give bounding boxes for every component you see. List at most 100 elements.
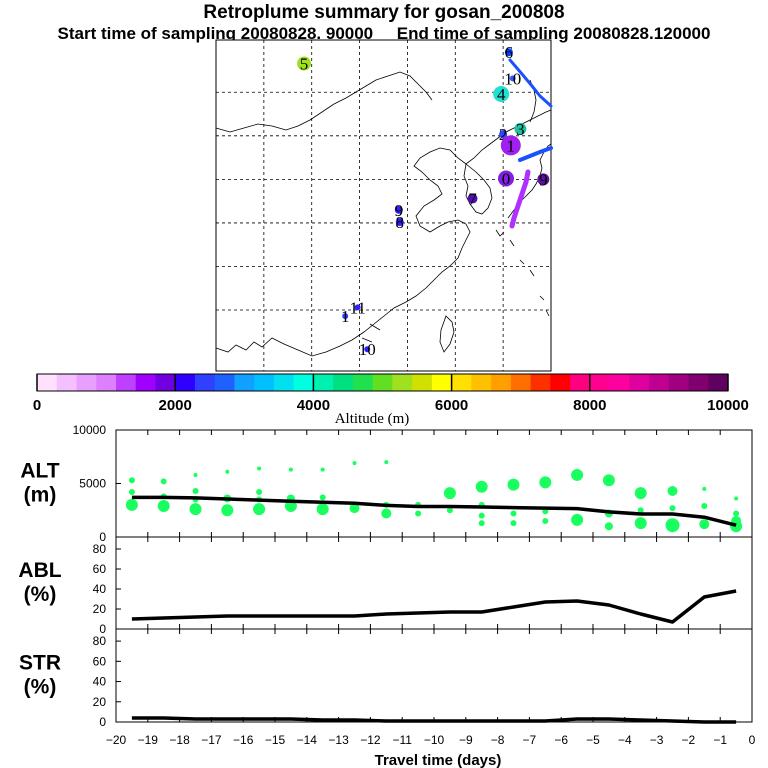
map-plume-dot xyxy=(499,130,508,139)
map-plume-label: 5 xyxy=(300,55,309,74)
colorbar-cell xyxy=(412,374,433,391)
series-line-str xyxy=(131,716,737,724)
altitude-dot xyxy=(225,469,230,474)
colorbar-tick-label: 0 xyxy=(33,397,41,414)
map-plume-dot xyxy=(342,313,349,320)
colorbar-cell xyxy=(155,374,176,391)
altitude-dot xyxy=(128,489,135,496)
altitude-dot xyxy=(634,517,647,530)
x-tick-label: 0 xyxy=(749,733,756,747)
colorbar-cell xyxy=(688,374,709,391)
time-series-panels: 0500010000ALT(m)020406080ABL(%)020406080… xyxy=(18,423,753,729)
colorbar-cell xyxy=(76,374,97,391)
map-plume-label: 10 xyxy=(504,69,521,88)
y-tick-label: 60 xyxy=(93,562,107,576)
x-tick-label: −10 xyxy=(424,733,445,747)
sampling-time-subtitle: Start time of sampling 20080828. 90000 E… xyxy=(57,24,711,43)
colorbar-cell xyxy=(115,374,137,391)
plume-tracks xyxy=(508,58,553,229)
altitude-dot xyxy=(634,487,647,500)
altitude-dot xyxy=(637,507,644,514)
colorbar-tick-label: 4000 xyxy=(297,397,330,414)
altitude-dot xyxy=(192,487,199,494)
colorbar-cell xyxy=(708,374,729,391)
colorbar-cell xyxy=(254,374,275,391)
altitude-dot xyxy=(510,510,517,517)
y-tick-label: 20 xyxy=(93,602,107,616)
map-plume-label: 0 xyxy=(502,169,511,188)
altitude-dot xyxy=(510,520,517,527)
colorbar-cell xyxy=(431,374,453,391)
colorbar-cell xyxy=(194,374,216,391)
colorbar-cell xyxy=(570,374,591,391)
altitude-dot xyxy=(539,476,552,489)
chart-title: Retroplume summary for gosan_200808 xyxy=(203,2,565,23)
map-plume-label: 6 xyxy=(505,43,514,62)
map-plume-dot xyxy=(504,48,513,57)
track-blue-north xyxy=(508,58,553,108)
map-plume-dot xyxy=(500,135,521,156)
colorbar-tick-label: 8000 xyxy=(573,397,606,414)
y-tick-label: 10000 xyxy=(73,423,107,437)
coastline-north xyxy=(215,71,433,133)
map-plume-dot xyxy=(493,86,510,103)
altitude-dot xyxy=(669,505,676,512)
colorbar-cell xyxy=(668,374,690,391)
x-tick-label: −7 xyxy=(523,733,537,747)
panel-unit-label: (%) xyxy=(24,583,57,606)
altitude-dot xyxy=(604,522,613,531)
x-tick-label: −9 xyxy=(459,733,473,747)
altitude-dot xyxy=(602,474,615,487)
panel-abl: 0 20 40 60 80 ABL(%) xyxy=(18,536,753,636)
colorbar-label: Altitude (m) xyxy=(335,411,410,427)
altitude-dot xyxy=(157,499,170,512)
altitude-dot xyxy=(256,489,263,496)
altitude-dot xyxy=(571,513,584,526)
colorbar-tick-label: 6000 xyxy=(435,397,468,414)
colorbar-cell xyxy=(550,374,571,391)
altitude-dot xyxy=(160,478,167,485)
panel-unit-label: (%) xyxy=(24,676,57,699)
altitude-dot xyxy=(699,519,710,530)
x-tick-label: −5 xyxy=(586,733,600,747)
colorbar-cell xyxy=(451,374,472,391)
panel-frame xyxy=(115,429,753,538)
altitude-dot xyxy=(667,485,678,496)
panel-unit-label: (m) xyxy=(24,484,57,507)
map-plume-label: 7 xyxy=(468,190,477,209)
map-plume-label: 9 xyxy=(539,170,548,189)
altitude-dot xyxy=(542,517,549,524)
map-plume-dot xyxy=(297,56,312,71)
series-line-abl xyxy=(131,589,737,624)
coastline-korea xyxy=(463,163,493,215)
colorbar-tick-label: 10000 xyxy=(707,397,749,414)
altitude-dot xyxy=(381,508,392,519)
y-tick-label: 40 xyxy=(93,582,107,596)
series-line-alt xyxy=(131,495,737,527)
altitude-dot xyxy=(478,520,485,527)
x-tick-label: −2 xyxy=(682,733,696,747)
colorbar-cells xyxy=(37,374,729,391)
altitude-dot xyxy=(352,461,357,466)
map-plume-dot xyxy=(537,173,550,186)
altitude-dot xyxy=(701,502,708,509)
colorbar-cell xyxy=(96,374,117,391)
map-plume-dot xyxy=(467,193,478,204)
altitude-dot xyxy=(288,467,293,472)
altitude-dot xyxy=(415,510,422,517)
colorbar-cell xyxy=(510,374,532,391)
altitude-dot xyxy=(446,507,453,514)
colorbar-cell xyxy=(273,374,295,391)
panel-frame xyxy=(115,628,753,723)
x-tick-label: −16 xyxy=(233,733,254,747)
coastline-islands xyxy=(361,229,550,343)
colorbar-cell xyxy=(293,374,314,391)
x-tick-label: −12 xyxy=(360,733,381,747)
altitude-dot xyxy=(349,503,360,514)
x-tick-label: −3 xyxy=(650,733,664,747)
y-tick-label: 5000 xyxy=(79,477,106,491)
altitude-dot xyxy=(189,503,202,516)
x-tick-label: −6 xyxy=(554,733,568,747)
map-plume-dot xyxy=(509,75,516,82)
